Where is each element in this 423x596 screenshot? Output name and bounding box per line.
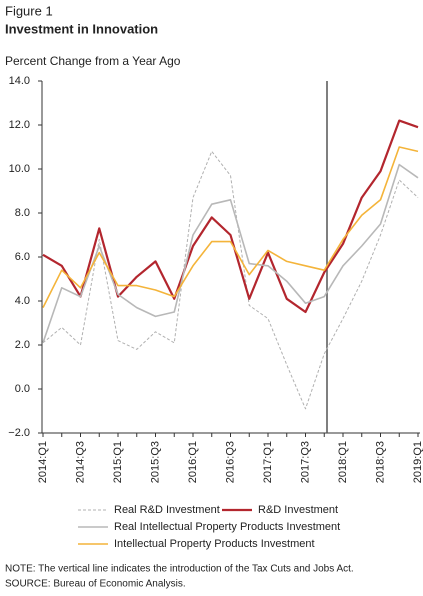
series-line bbox=[42, 150, 419, 410]
legend-label: Real Intellectual Property Products Inve… bbox=[114, 521, 340, 533]
y-tick-label: 14.0 bbox=[9, 75, 30, 87]
x-tick-label: 2018:Q3 bbox=[374, 441, 386, 483]
y-tick-label: 4.0 bbox=[15, 295, 30, 307]
y-tick-label: 0.0 bbox=[15, 383, 30, 395]
legend-label: R&D Investment bbox=[258, 504, 338, 516]
y-tick-label: 10.0 bbox=[9, 163, 30, 175]
x-tick-label: 2018:Q1 bbox=[337, 441, 349, 483]
x-tick-label: 2014:Q3 bbox=[74, 441, 86, 483]
series-line bbox=[42, 119, 419, 314]
y-tick-label: 6.0 bbox=[15, 251, 30, 263]
y-tick-label: 8.0 bbox=[15, 207, 30, 219]
x-tick-label: 2017:Q3 bbox=[299, 441, 311, 483]
source: SOURCE: Bureau of Economic Analysis. bbox=[5, 579, 186, 590]
y-tick-label: 12.0 bbox=[9, 119, 30, 131]
chart-subtitle: Percent Change from a Year Ago bbox=[5, 54, 181, 68]
y-tick-label: −2.0 bbox=[8, 427, 30, 439]
note: NOTE: The vertical line indicates the in… bbox=[5, 564, 354, 575]
legend-label: Real R&D Investment bbox=[114, 504, 220, 516]
chart-title: Investment in Innovation bbox=[5, 21, 158, 36]
legend-label: Intellectual Property Products Investmen… bbox=[114, 538, 315, 550]
x-tick-label: 2019:Q1 bbox=[412, 441, 423, 483]
x-tick-label: 2015:Q3 bbox=[149, 441, 161, 483]
series-line bbox=[42, 146, 419, 308]
figure-label: Figure 1 bbox=[5, 3, 53, 18]
x-tick-label: 2017:Q1 bbox=[262, 441, 274, 483]
y-tick-label: 2.0 bbox=[15, 339, 30, 351]
x-tick-label: 2014:Q1 bbox=[37, 441, 49, 483]
x-tick-label: 2016:Q3 bbox=[224, 441, 236, 483]
x-tick-label: 2016:Q1 bbox=[187, 441, 199, 483]
x-tick-label: 2015:Q1 bbox=[112, 441, 124, 483]
